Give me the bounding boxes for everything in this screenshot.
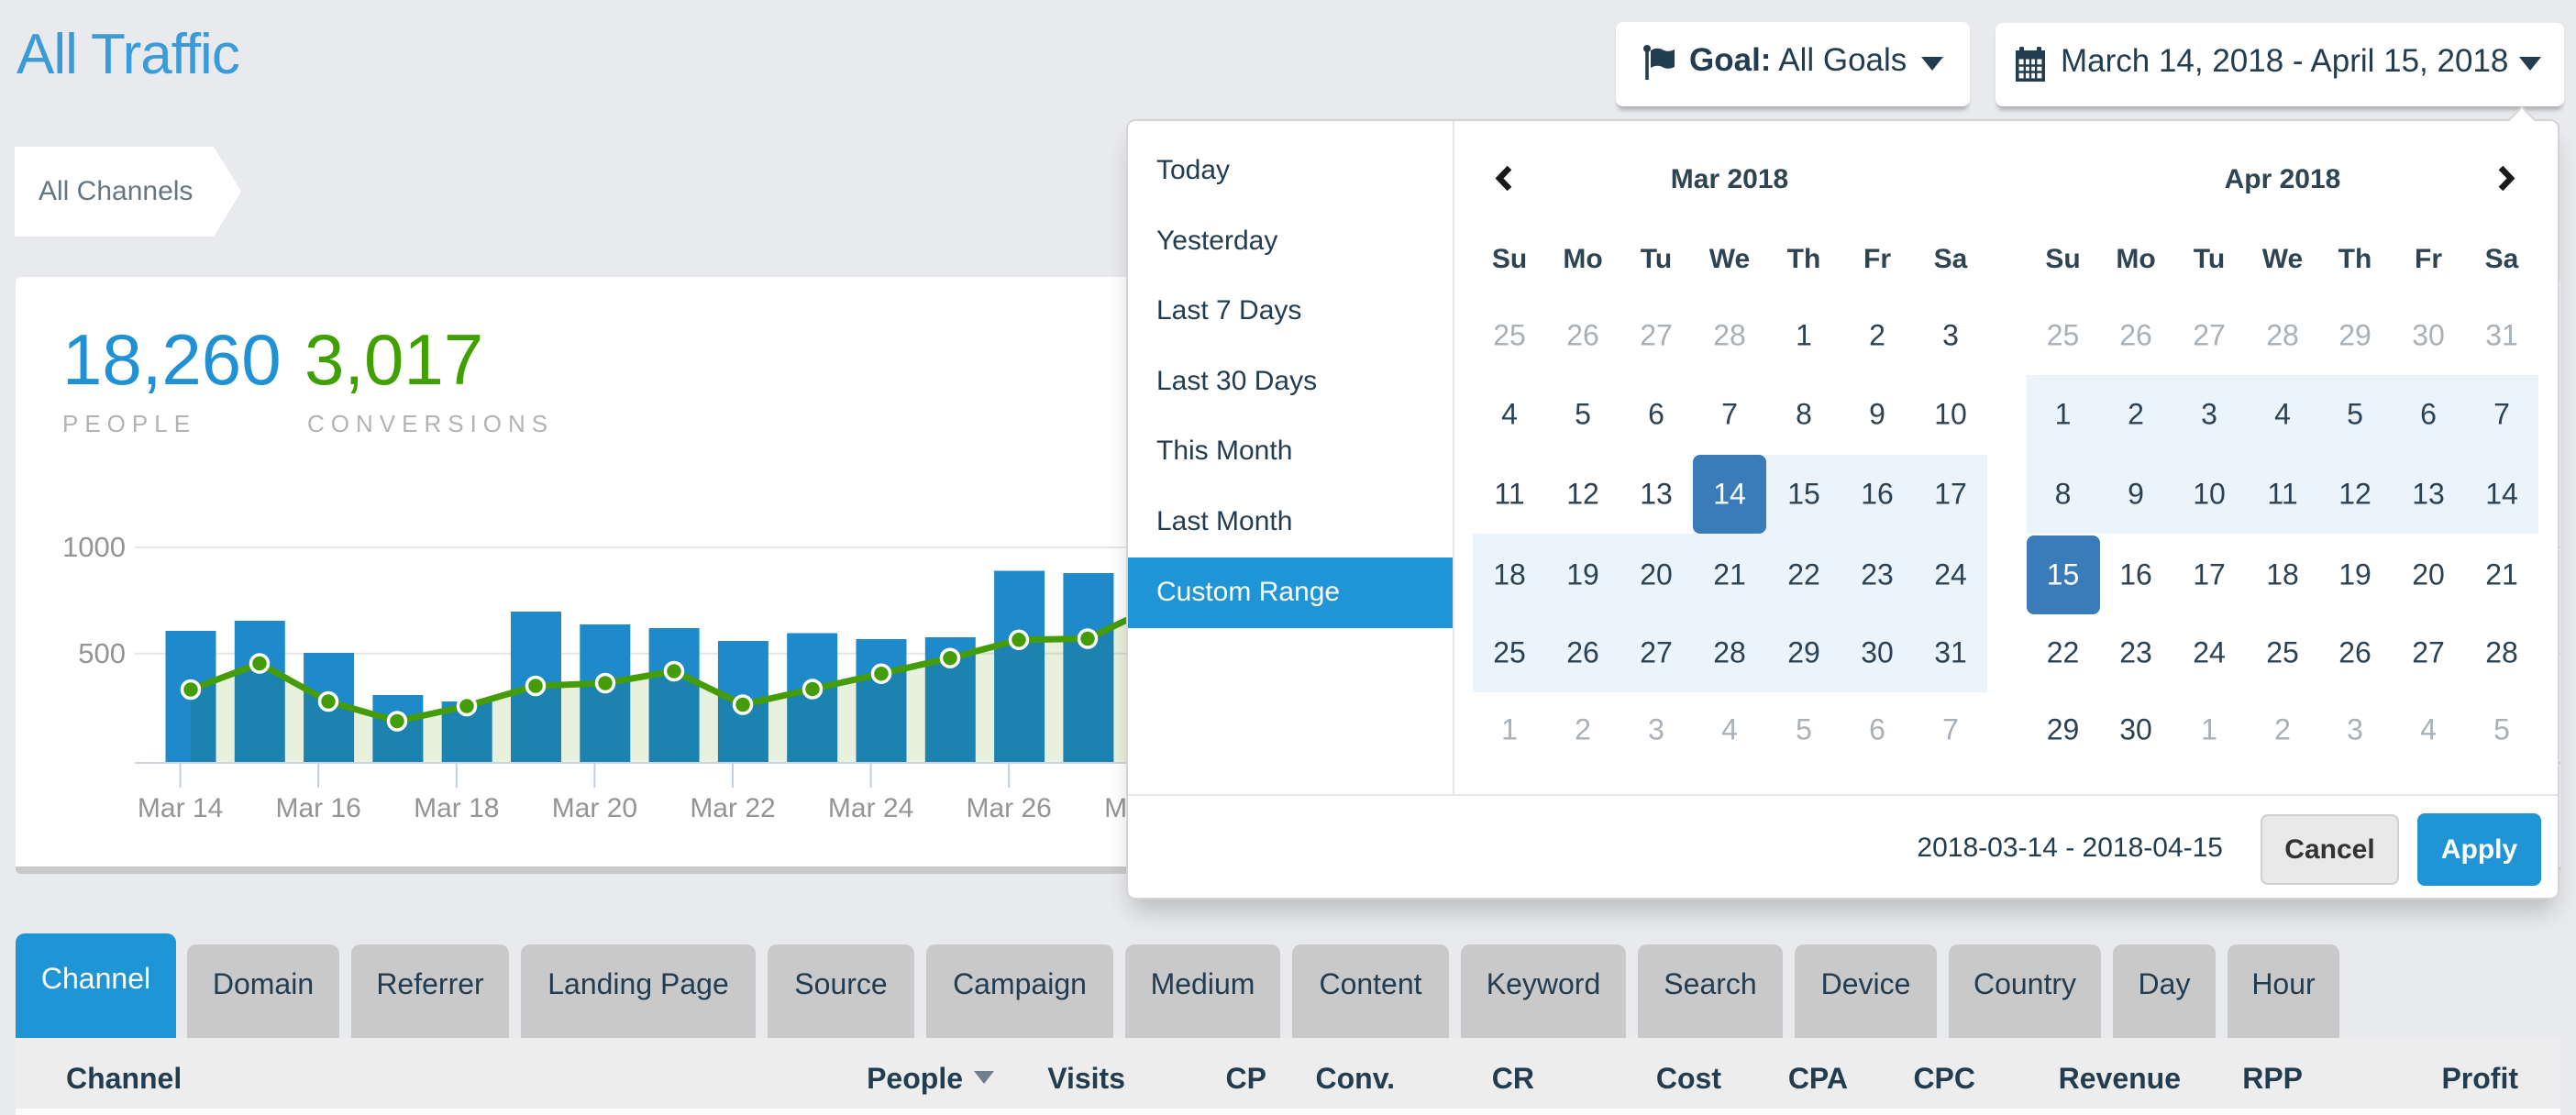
svg-text:Mar 22: Mar 22 xyxy=(690,793,775,823)
svg-text:Mar 16: Mar 16 xyxy=(276,793,361,823)
svg-text:500: 500 xyxy=(78,637,126,669)
svg-text:Mar 24: Mar 24 xyxy=(828,793,913,823)
svg-text:1000: 1000 xyxy=(62,531,126,563)
svg-text:Mar 14: Mar 14 xyxy=(138,793,223,823)
svg-text:Mar 20: Mar 20 xyxy=(552,793,637,823)
svg-text:Mar 26: Mar 26 xyxy=(967,793,1052,823)
svg-text:Mar 18: Mar 18 xyxy=(414,793,499,823)
